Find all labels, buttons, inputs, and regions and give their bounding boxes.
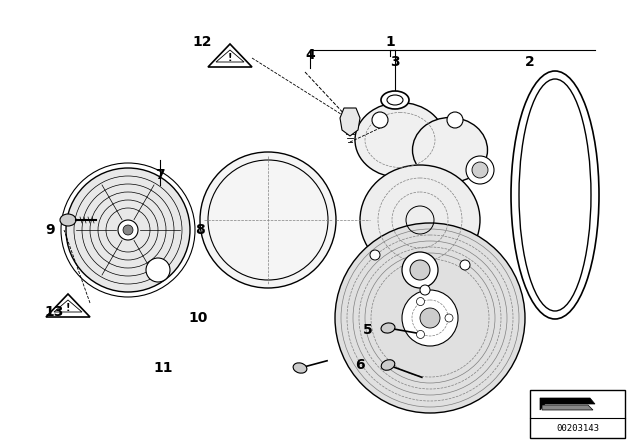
Text: 1: 1 bbox=[385, 35, 395, 49]
Ellipse shape bbox=[387, 95, 403, 105]
Ellipse shape bbox=[60, 214, 76, 226]
Text: 11: 11 bbox=[153, 361, 173, 375]
Text: 4: 4 bbox=[305, 48, 315, 62]
Polygon shape bbox=[208, 44, 252, 67]
Text: 3: 3 bbox=[390, 55, 400, 69]
Text: !: ! bbox=[66, 303, 70, 313]
Circle shape bbox=[118, 220, 138, 240]
Ellipse shape bbox=[355, 103, 445, 177]
Circle shape bbox=[420, 308, 440, 328]
Text: 13: 13 bbox=[44, 305, 64, 319]
Polygon shape bbox=[46, 294, 90, 317]
Ellipse shape bbox=[511, 71, 599, 319]
Circle shape bbox=[417, 331, 424, 338]
Ellipse shape bbox=[519, 79, 591, 311]
Circle shape bbox=[372, 112, 388, 128]
Circle shape bbox=[460, 260, 470, 270]
Circle shape bbox=[123, 225, 133, 235]
Ellipse shape bbox=[381, 91, 409, 109]
Text: 10: 10 bbox=[188, 311, 208, 325]
Circle shape bbox=[417, 297, 424, 306]
Text: 2: 2 bbox=[525, 55, 535, 69]
Text: 12: 12 bbox=[192, 35, 212, 49]
Ellipse shape bbox=[293, 363, 307, 373]
Ellipse shape bbox=[381, 360, 395, 370]
Ellipse shape bbox=[360, 165, 480, 275]
Ellipse shape bbox=[381, 323, 395, 333]
Circle shape bbox=[370, 250, 380, 260]
Text: 00203143: 00203143 bbox=[556, 423, 599, 432]
Circle shape bbox=[335, 223, 525, 413]
Circle shape bbox=[402, 252, 438, 288]
FancyBboxPatch shape bbox=[530, 390, 625, 438]
Text: !: ! bbox=[228, 53, 232, 63]
Ellipse shape bbox=[413, 117, 488, 182]
Polygon shape bbox=[340, 108, 360, 136]
Circle shape bbox=[200, 152, 336, 288]
Circle shape bbox=[447, 112, 463, 128]
Text: 9: 9 bbox=[45, 223, 55, 237]
Polygon shape bbox=[542, 405, 593, 410]
Circle shape bbox=[402, 290, 458, 346]
Text: 6: 6 bbox=[355, 358, 365, 372]
Polygon shape bbox=[540, 398, 595, 410]
Circle shape bbox=[420, 285, 430, 295]
Circle shape bbox=[472, 162, 488, 178]
Circle shape bbox=[466, 156, 494, 184]
Circle shape bbox=[146, 258, 170, 282]
Text: 7: 7 bbox=[155, 168, 165, 182]
Circle shape bbox=[66, 168, 190, 292]
Circle shape bbox=[445, 314, 453, 322]
Text: 5: 5 bbox=[363, 323, 373, 337]
Text: 8: 8 bbox=[195, 223, 205, 237]
Circle shape bbox=[410, 260, 430, 280]
